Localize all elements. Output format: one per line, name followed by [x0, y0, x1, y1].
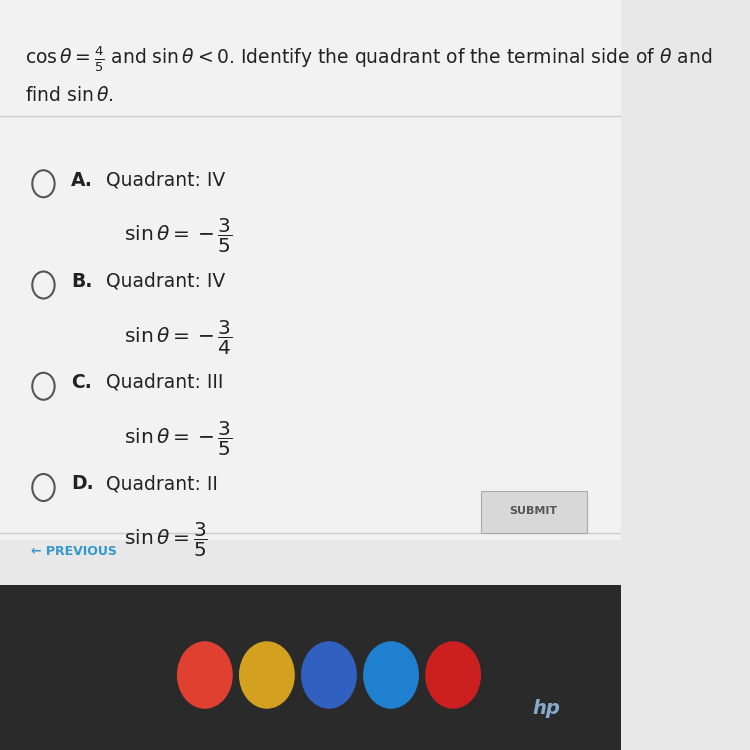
Text: $\sin \theta = -\dfrac{3}{5}$: $\sin \theta = -\dfrac{3}{5}$ [124, 419, 232, 458]
Text: Quadrant: IV: Quadrant: IV [106, 272, 225, 291]
Text: $\cos \theta = \frac{4}{5}$ and $\sin \theta < 0$. Identify the quadrant of the : $\cos \theta = \frac{4}{5}$ and $\sin \t… [25, 45, 712, 74]
Circle shape [301, 641, 357, 709]
Text: D.: D. [71, 474, 94, 494]
Text: $\sin \theta = -\dfrac{3}{5}$: $\sin \theta = -\dfrac{3}{5}$ [124, 217, 232, 256]
Text: Quadrant: IV: Quadrant: IV [106, 170, 225, 190]
FancyBboxPatch shape [0, 0, 621, 540]
Text: $\sin \theta = -\dfrac{3}{4}$: $\sin \theta = -\dfrac{3}{4}$ [124, 318, 232, 357]
Text: A.: A. [71, 170, 93, 190]
FancyBboxPatch shape [481, 491, 586, 532]
Text: SUBMIT: SUBMIT [510, 506, 558, 517]
Circle shape [363, 641, 419, 709]
Text: $\sin \theta = \dfrac{3}{5}$: $\sin \theta = \dfrac{3}{5}$ [124, 520, 208, 560]
Text: B.: B. [71, 272, 93, 291]
Text: ← PREVIOUS: ← PREVIOUS [31, 544, 117, 558]
Circle shape [177, 641, 232, 709]
Text: Quadrant: III: Quadrant: III [106, 373, 223, 392]
Circle shape [239, 641, 295, 709]
Text: hp: hp [532, 699, 560, 718]
Circle shape [425, 641, 481, 709]
FancyBboxPatch shape [0, 585, 621, 750]
Text: find $\sin \theta$.: find $\sin \theta$. [25, 86, 114, 105]
Text: Quadrant: II: Quadrant: II [106, 474, 218, 494]
Text: C.: C. [71, 373, 92, 392]
